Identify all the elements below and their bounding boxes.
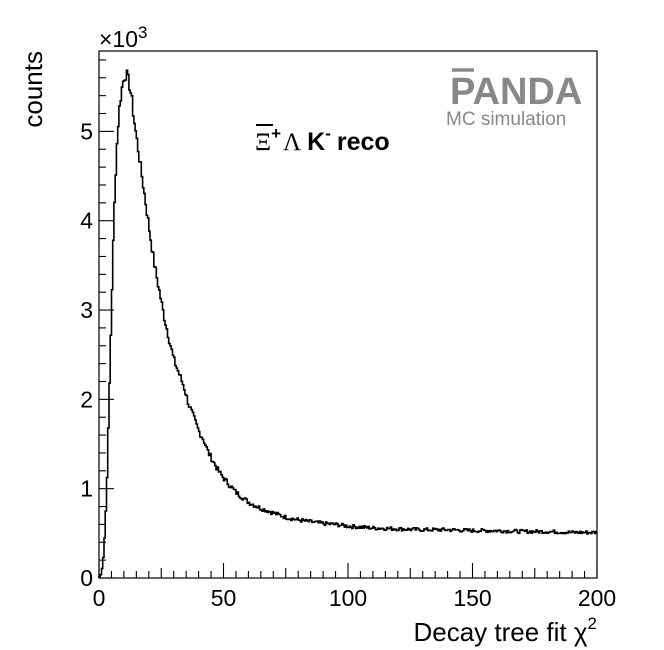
y-axis-title: counts xyxy=(18,51,48,128)
channel-label: Ξ+Λ K-reco xyxy=(255,124,390,156)
y-tick-label: 2 xyxy=(80,386,93,412)
x-tick-label: 0 xyxy=(93,585,106,611)
x-tick-label: 50 xyxy=(211,585,237,611)
logo-subtitle: MC simulation xyxy=(446,109,566,130)
x-tick-label: 100 xyxy=(329,585,367,611)
tick-group xyxy=(98,59,598,579)
y-tick-label: 1 xyxy=(80,476,93,502)
y-tick-label: 3 xyxy=(80,297,93,323)
logo-name: PANDA xyxy=(450,71,582,113)
x-tick-label: 200 xyxy=(578,585,616,611)
x-axis-title: Decay tree fit χ2 xyxy=(413,614,597,647)
channel-annotation: Ξ+Λ K-reco xyxy=(255,124,390,156)
panda-logo: PANDA MC simulation xyxy=(446,68,582,130)
y-tick-label: 0 xyxy=(80,565,93,591)
y-tick-label: 5 xyxy=(80,118,93,144)
y-tick-label: 4 xyxy=(80,208,93,234)
histogram-line xyxy=(98,69,597,578)
tick-label-group: 0 50 100 150 200 0 1 2 3 4 5 xyxy=(80,118,616,611)
y-multiplier: ×103 xyxy=(99,23,147,52)
x-tick-label: 150 xyxy=(453,585,491,611)
